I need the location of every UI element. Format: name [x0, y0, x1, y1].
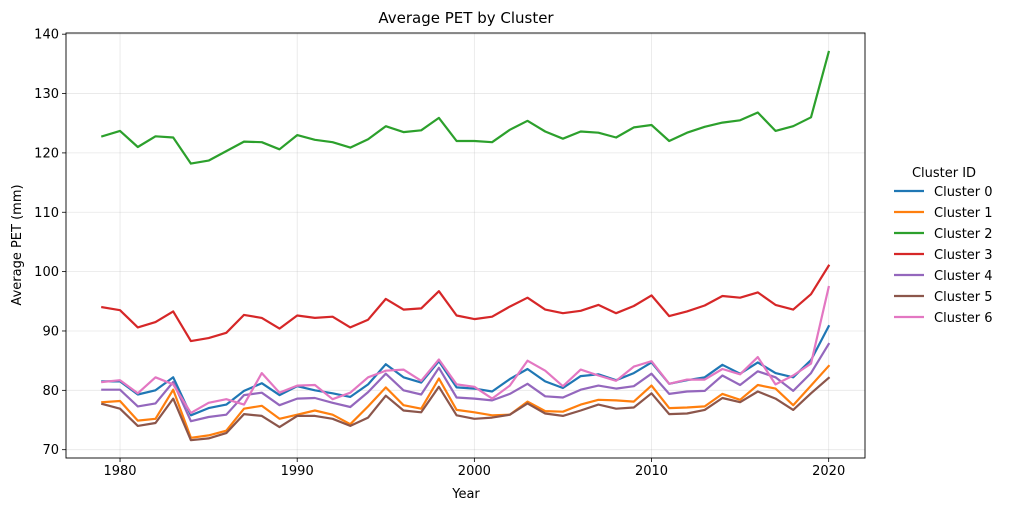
grid	[66, 33, 865, 458]
y-ticks: 70 80 90 100 110 120 130 140	[34, 28, 66, 458]
x-tick-label: 1990	[281, 464, 314, 479]
y-tick-label: 110	[34, 206, 59, 221]
y-tick-label: 80	[42, 384, 59, 399]
y-tick-label: 140	[34, 28, 59, 43]
x-tick-label: 2010	[635, 464, 668, 479]
legend-label-cluster-2: Cluster 2	[934, 227, 993, 242]
y-tick-label: 70	[42, 443, 59, 458]
legend-label-cluster-1: Cluster 1	[934, 206, 993, 221]
plot-frame	[65, 32, 866, 459]
series-line-cluster-1	[101, 364, 831, 439]
legend: Cluster ID Cluster 0 Cluster 1 Cluster 2 Cl…	[894, 166, 993, 326]
x-tick-label: 2020	[812, 464, 845, 479]
legend-label-cluster-5: Cluster 5	[934, 290, 993, 305]
x-ticks: 1980 1990 2000 2010 2020	[103, 458, 845, 479]
x-tick-label: 1980	[103, 464, 136, 479]
legend-label-cluster-3: Cluster 3	[934, 248, 993, 263]
y-tick-label: 130	[34, 87, 59, 102]
y-axis-label: Average PET (mm)	[10, 184, 25, 305]
series-line-cluster-6	[101, 285, 831, 414]
series-line-cluster-5	[100, 376, 831, 442]
x-tick-label: 2000	[458, 464, 491, 479]
legend-label-cluster-6: Cluster 6	[934, 311, 993, 326]
y-tick-label: 100	[34, 265, 59, 280]
series-line-cluster-3	[101, 264, 831, 343]
y-tick-label: 120	[34, 146, 59, 161]
legend-label-cluster-4: Cluster 4	[934, 269, 993, 284]
chart-title: Average PET by Cluster	[378, 9, 554, 27]
series-line-cluster-4	[101, 342, 831, 423]
x-axis-label: Year	[451, 487, 480, 502]
series-line-cluster-0	[101, 324, 831, 417]
series-lines	[100, 50, 831, 442]
legend-label-cluster-0: Cluster 0	[934, 185, 993, 200]
legend-title: Cluster ID	[912, 166, 976, 181]
y-tick-label: 90	[42, 324, 59, 339]
series-line-cluster-2	[100, 50, 831, 165]
